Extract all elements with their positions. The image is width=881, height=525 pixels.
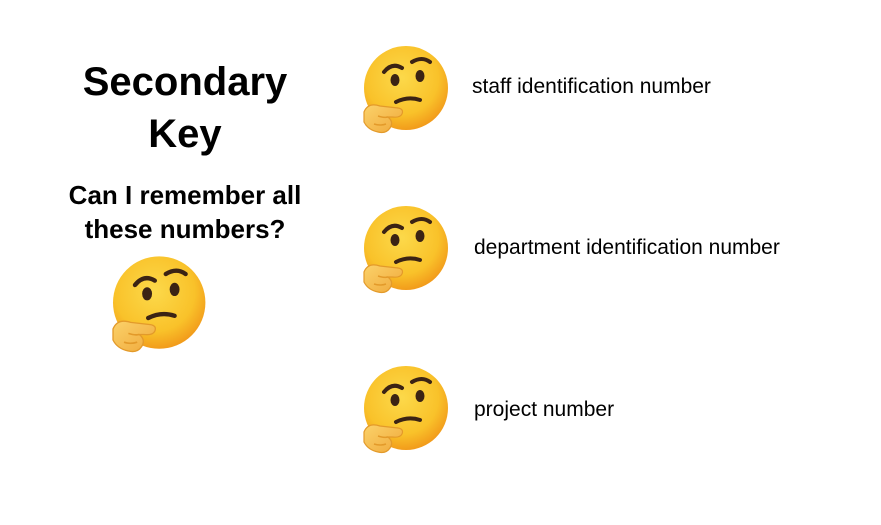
- slide-question: Can I remember all these numbers?: [40, 178, 330, 246]
- slide-title-line1: Secondary: [82, 60, 288, 104]
- thinking-face-icon: [102, 252, 212, 362]
- item-label-project: project number: [474, 398, 615, 421]
- item-label-department: department identification number: [474, 236, 780, 259]
- thinking-face-icon: [354, 42, 454, 142]
- slide-title: Secondary Key: [40, 56, 330, 160]
- slide-question-line2: these numbers?: [84, 214, 286, 244]
- item-label-staff: staff identification number: [472, 75, 711, 98]
- thinking-face-icon: [354, 202, 454, 302]
- slide-title-line2: Key: [148, 112, 222, 156]
- slide-question-line1: Can I remember all: [68, 180, 302, 210]
- thinking-face-icon: [354, 362, 454, 462]
